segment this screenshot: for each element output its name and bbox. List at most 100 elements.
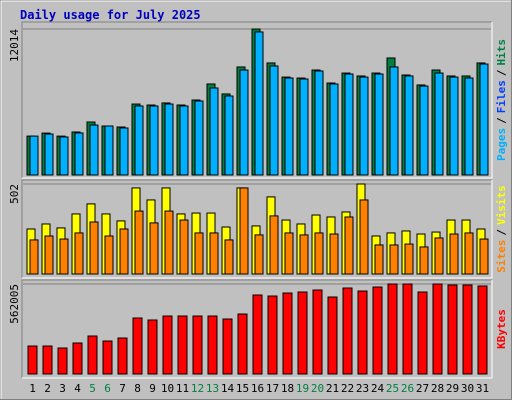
x-tick-label: 2 <box>44 382 51 395</box>
bar <box>239 187 249 275</box>
x-tick-label: 22 <box>341 382 354 395</box>
legend-entry: Files <box>495 80 508 113</box>
bar <box>374 73 384 176</box>
panel-bevel <box>21 179 492 278</box>
x-tick-label: 29 <box>446 382 459 395</box>
panel-bevel <box>22 280 493 379</box>
bar <box>134 210 144 275</box>
legend-separator: / <box>495 229 508 236</box>
bar <box>74 132 84 176</box>
legend-entry: Pages <box>495 128 508 161</box>
bar <box>462 284 473 375</box>
legend-entry: KBytes <box>495 309 508 349</box>
bar <box>164 210 174 275</box>
x-tick-label: 11 <box>176 382 189 395</box>
x-tick-label: 28 <box>431 382 444 395</box>
x-tick-label: 16 <box>251 382 264 395</box>
legend-separator: / <box>495 117 508 124</box>
bar <box>239 69 249 176</box>
bar <box>74 232 84 275</box>
bar <box>224 95 234 176</box>
legend-separator: / <box>495 69 508 76</box>
bar <box>269 215 279 275</box>
x-tick-label: 7 <box>119 382 126 395</box>
bar <box>434 237 444 275</box>
bar <box>477 285 488 375</box>
bar <box>149 222 159 275</box>
bar <box>479 238 489 275</box>
bar <box>134 105 144 176</box>
y-tick-label: 562005 <box>8 284 21 324</box>
bar <box>417 291 428 375</box>
bar <box>329 233 339 275</box>
bar <box>404 75 414 176</box>
bar <box>254 31 264 176</box>
x-tick-label: 10 <box>161 382 174 395</box>
bar <box>132 317 143 375</box>
bar <box>389 244 399 275</box>
y-tick-label: 502 <box>8 184 21 204</box>
bar <box>209 232 219 275</box>
x-tick-label: 27 <box>416 382 429 395</box>
x-tick-label: 14 <box>221 382 235 395</box>
x-tick-label: 30 <box>461 382 474 395</box>
bar <box>284 77 294 176</box>
bar <box>102 340 113 375</box>
x-tick-label: 13 <box>206 382 219 395</box>
panel-bevel <box>21 279 492 378</box>
bar <box>357 290 368 375</box>
bar <box>179 105 189 176</box>
bar <box>449 233 459 275</box>
bar <box>464 232 474 275</box>
bar <box>269 65 279 176</box>
x-tick-label: 15 <box>236 382 249 395</box>
bar <box>299 234 309 275</box>
bar <box>192 315 203 375</box>
x-tick-label: 12 <box>191 382 204 395</box>
bar <box>177 315 188 375</box>
x-tick-label: 31 <box>476 382 489 395</box>
panel-bevel <box>22 22 493 179</box>
bar <box>387 283 398 375</box>
bar <box>29 135 39 176</box>
bar <box>419 246 429 275</box>
bar <box>89 221 99 275</box>
y-tick-label: 12014 <box>8 29 21 62</box>
bar <box>194 232 204 275</box>
bar <box>314 232 324 275</box>
x-tick-label: 21 <box>326 382 339 395</box>
x-tick-label: 1 <box>29 382 36 395</box>
bar <box>147 319 158 375</box>
bar <box>327 296 338 375</box>
x-tick-label: 5 <box>89 382 96 395</box>
legend: Pages / Files / Hits <box>495 39 508 161</box>
bar <box>344 73 354 176</box>
bar <box>359 76 369 176</box>
x-tick-label: 18 <box>281 382 294 395</box>
bar <box>479 63 489 176</box>
bar <box>432 283 443 375</box>
bar <box>179 219 189 275</box>
chart-title: Daily usage for July 2025 <box>20 8 201 22</box>
legend: Sites / Visits <box>495 185 508 273</box>
bar <box>57 347 68 375</box>
x-tick-label: 19 <box>296 382 309 395</box>
bar <box>44 133 54 176</box>
bar <box>237 313 248 375</box>
legend-entry: Visits <box>495 185 508 225</box>
bar <box>222 318 233 375</box>
bar <box>87 335 98 375</box>
x-tick-label: 9 <box>149 382 156 395</box>
bar <box>434 72 444 176</box>
bar <box>252 294 263 375</box>
x-tick-label: 20 <box>311 382 324 395</box>
bar <box>449 76 459 176</box>
bar <box>224 239 234 275</box>
bar <box>342 287 353 375</box>
bar <box>119 228 129 275</box>
bar <box>44 235 54 275</box>
bar <box>329 83 339 176</box>
x-tick-label: 26 <box>401 382 414 395</box>
